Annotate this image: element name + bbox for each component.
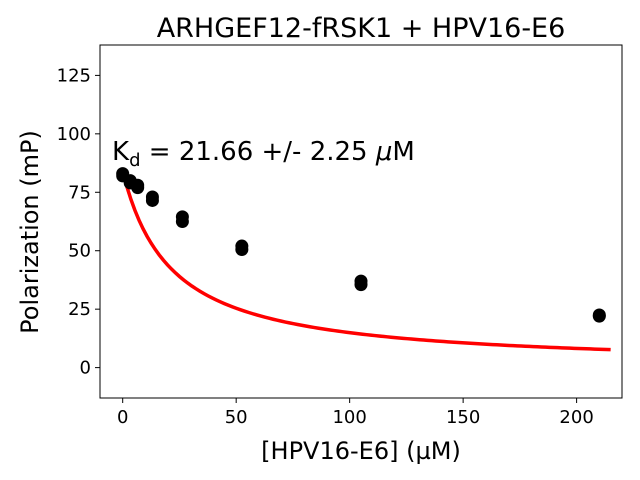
y-tick-label-5: 125 (57, 65, 91, 86)
chart-title: ARHGEF12-fRSK1 + HPV16-E6 (157, 13, 566, 44)
x-tick-label-2: 100 (332, 407, 366, 428)
x-axis-label: [HPV16-E6] (µM) (261, 437, 461, 465)
plot-frame (99, 44, 623, 399)
data-point-9 (175, 215, 189, 228)
data-point-11 (235, 243, 249, 257)
y-tick-label-2: 50 (68, 241, 91, 262)
y-axis-ticks: 0 25 50 75 100 125 (57, 65, 100, 379)
data-point-5 (131, 181, 145, 195)
x-tick-label-3: 150 (446, 407, 480, 428)
y-axis-label: Polarization (mP) (16, 130, 44, 334)
x-tick-label-4: 200 (559, 407, 593, 428)
y-tick-label-1: 25 (68, 299, 91, 320)
y-tick-label-4: 100 (57, 124, 91, 145)
kd-unit: M (392, 137, 414, 167)
x-tick-label-0: 0 (117, 407, 128, 428)
kd-annotation: Kd = 21.66 +/- 2.25 μM (112, 137, 415, 171)
plot-area (116, 167, 611, 352)
data-point-15 (592, 309, 606, 323)
data-point-13 (354, 278, 368, 292)
y-tick-label-0: 0 (80, 358, 91, 379)
data-points-layer (116, 167, 606, 323)
fit-curve (121, 170, 611, 352)
kd-unit-mu: μ (375, 137, 393, 167)
x-axis-ticks: 0 50 100 150 200 (117, 398, 594, 428)
kd-subscript: d (129, 150, 140, 171)
y-tick-label-3: 75 (68, 182, 91, 203)
kd-value: = 21.66 +/- 2.25 (141, 137, 376, 167)
fit-curve-layer (121, 170, 611, 352)
kd-prefix: K (112, 137, 130, 167)
x-tick-label-1: 50 (225, 407, 248, 428)
data-point-7 (145, 193, 159, 207)
